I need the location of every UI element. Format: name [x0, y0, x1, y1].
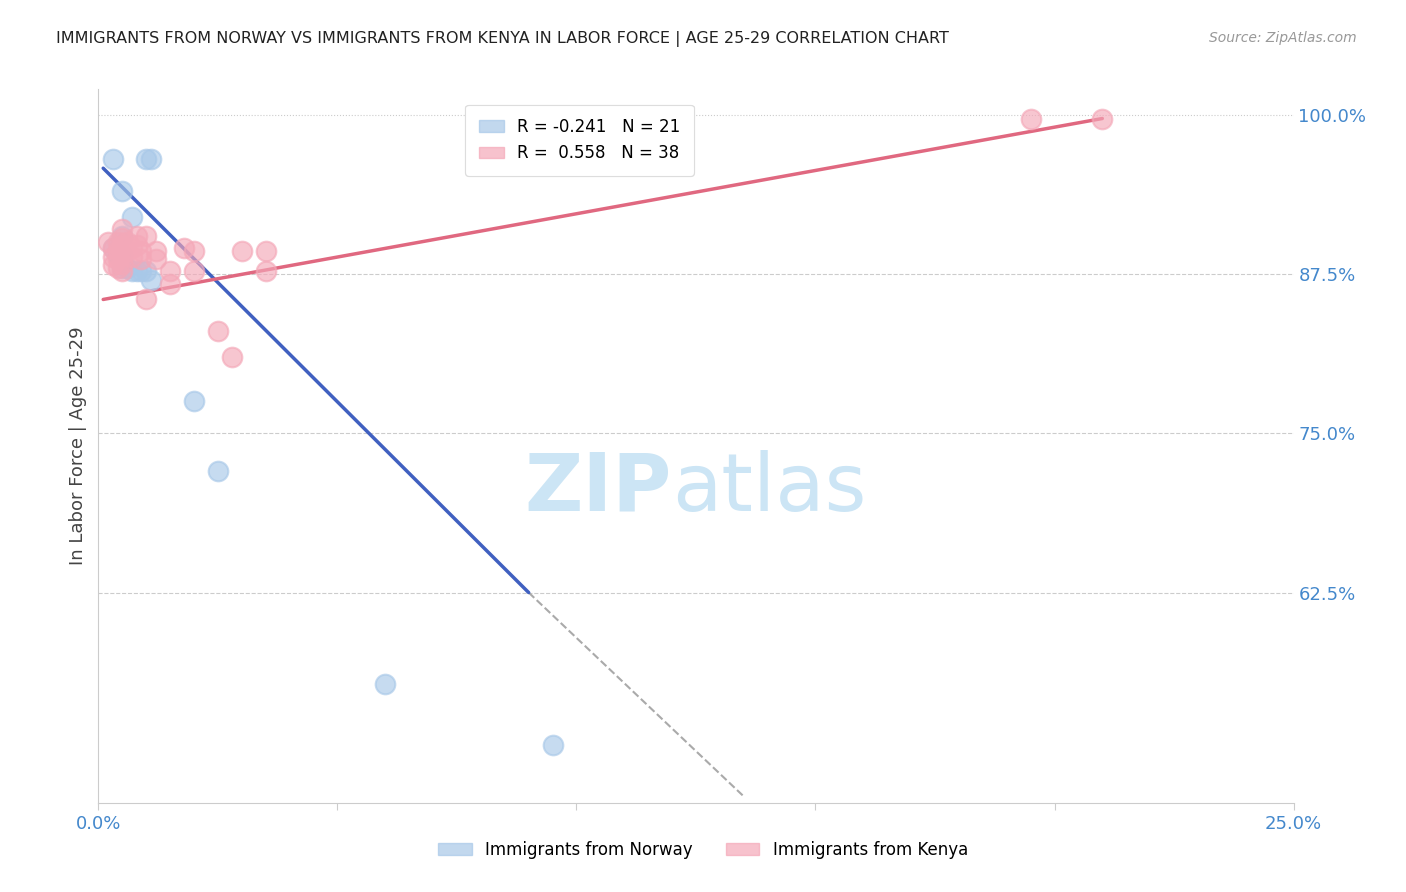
Point — [131, 244, 153, 258]
Point — [97, 235, 120, 249]
Point — [101, 251, 124, 265]
Legend: R = -0.241   N = 21, R =  0.558   N = 38: R = -0.241 N = 21, R = 0.558 N = 38 — [465, 104, 693, 176]
Point — [145, 252, 167, 266]
Point — [111, 254, 134, 268]
Point — [111, 222, 134, 236]
Point — [254, 244, 277, 258]
Text: atlas: atlas — [672, 450, 866, 528]
Y-axis label: In Labor Force | Age 25-29: In Labor Force | Age 25-29 — [69, 326, 87, 566]
Point — [1019, 112, 1042, 126]
Point — [254, 264, 277, 278]
Point — [115, 260, 138, 275]
Point — [135, 153, 157, 167]
Point — [159, 264, 181, 278]
Point — [111, 257, 134, 271]
Point — [111, 239, 134, 253]
Point — [107, 252, 129, 266]
Point — [111, 260, 134, 275]
Point — [374, 677, 396, 691]
Point — [115, 244, 138, 258]
Point — [221, 350, 243, 364]
Point — [183, 394, 205, 409]
Point — [107, 235, 129, 249]
Point — [121, 210, 143, 224]
Point — [111, 264, 134, 278]
Point — [139, 153, 162, 167]
Point — [107, 260, 129, 275]
Point — [135, 264, 157, 278]
Point — [135, 293, 157, 307]
Point — [131, 264, 153, 278]
Point — [541, 739, 564, 753]
Point — [111, 184, 134, 198]
Point — [115, 235, 138, 249]
Point — [121, 242, 143, 256]
Point — [107, 248, 129, 262]
Point — [145, 244, 167, 258]
Point — [125, 237, 148, 252]
Point — [121, 264, 143, 278]
Point — [107, 244, 129, 258]
Point — [173, 242, 195, 256]
Point — [121, 251, 143, 265]
Point — [111, 228, 134, 243]
Point — [183, 264, 205, 278]
Point — [111, 231, 134, 245]
Point — [139, 273, 162, 287]
Point — [101, 153, 124, 167]
Point — [101, 258, 124, 272]
Text: Source: ZipAtlas.com: Source: ZipAtlas.com — [1209, 31, 1357, 45]
Point — [207, 324, 229, 338]
Point — [183, 244, 205, 258]
Point — [101, 242, 124, 256]
Point — [111, 248, 134, 262]
Text: ZIP: ZIP — [524, 450, 672, 528]
Text: IMMIGRANTS FROM NORWAY VS IMMIGRANTS FROM KENYA IN LABOR FORCE | AGE 25-29 CORRE: IMMIGRANTS FROM NORWAY VS IMMIGRANTS FRO… — [56, 31, 949, 47]
Point — [131, 252, 153, 266]
Point — [101, 242, 124, 256]
Point — [125, 228, 148, 243]
Point — [231, 244, 253, 258]
Point — [111, 248, 134, 262]
Point — [1091, 112, 1114, 126]
Point — [125, 264, 148, 278]
Point — [159, 277, 181, 292]
Legend: Immigrants from Norway, Immigrants from Kenya: Immigrants from Norway, Immigrants from … — [432, 835, 974, 866]
Point — [207, 465, 229, 479]
Point — [135, 228, 157, 243]
